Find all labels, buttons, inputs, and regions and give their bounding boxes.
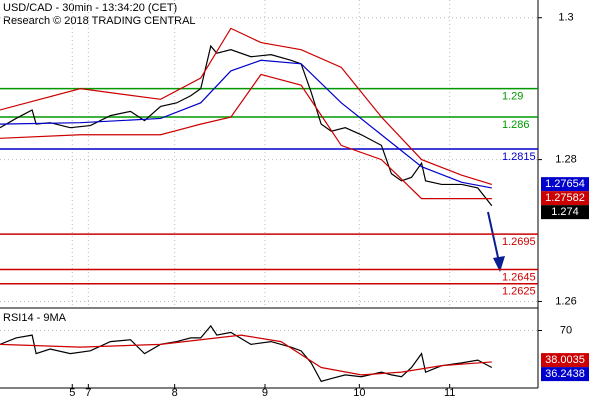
y-tick-label: 70 bbox=[560, 324, 572, 336]
price-tag bbox=[541, 205, 589, 220]
level-label: 1.2695 bbox=[502, 236, 536, 248]
level-label: 1.2645 bbox=[502, 271, 536, 283]
level-label: 1.286 bbox=[502, 119, 530, 131]
price-tag-label: 1.274 bbox=[551, 206, 579, 218]
forecast-arrowhead bbox=[493, 256, 505, 272]
chart-title: USD/CAD - 30min - 13:34:20 (CET) bbox=[3, 2, 177, 14]
price-tag-label: 1.27582 bbox=[545, 192, 585, 204]
price-line bbox=[0, 27, 493, 185]
x-tick-label: 10 bbox=[353, 387, 365, 399]
price-tag bbox=[541, 191, 589, 206]
x-tick-label: 9 bbox=[262, 387, 268, 399]
rsi-line bbox=[0, 324, 493, 383]
price-line bbox=[0, 73, 492, 200]
x-tick-label: 7 bbox=[85, 387, 91, 399]
price-tag bbox=[541, 177, 589, 192]
price-tag bbox=[541, 367, 589, 382]
level-label: 1.2815 bbox=[502, 151, 536, 163]
forecast-arrow bbox=[487, 211, 500, 263]
x-tick-label: 8 bbox=[172, 387, 178, 399]
x-tick-label: 11 bbox=[444, 387, 455, 399]
y-tick-label: 1.3 bbox=[558, 12, 573, 24]
y-tick-label: 1.28 bbox=[555, 153, 576, 165]
rsi-line bbox=[0, 334, 492, 376]
price-tag-label: 1.27654 bbox=[545, 178, 585, 190]
price-line bbox=[0, 44, 493, 207]
x-tick-label: 5 bbox=[69, 387, 75, 399]
price-line bbox=[0, 59, 492, 189]
rsi-title: RSI14 - 9MA bbox=[3, 312, 67, 324]
chart-subtitle: Research © 2018 TRADING CENTRAL bbox=[3, 15, 196, 27]
level-label: 1.2625 bbox=[502, 286, 536, 298]
price-tag-label: 36.2438 bbox=[545, 368, 585, 380]
price-tag-label: 38.0035 bbox=[545, 354, 585, 366]
price-tag bbox=[541, 353, 589, 368]
level-label: 1.29 bbox=[502, 91, 523, 103]
y-tick-label: 1.26 bbox=[555, 295, 576, 307]
